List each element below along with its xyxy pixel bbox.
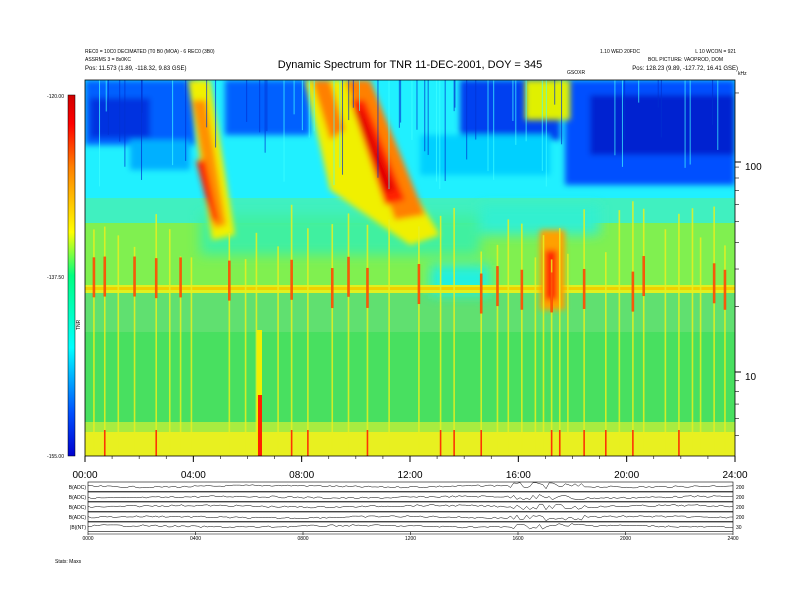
panel-x-tick-label: 0000 — [82, 536, 93, 542]
colorbar-tick-mid: -137.50 — [47, 275, 64, 281]
y-tick-100: 100 — [745, 162, 762, 173]
panel-trace — [87, 503, 734, 511]
x-axis: 00:00 04:00 08:00 12:00 16:00 20:00 24:00 — [72, 456, 748, 481]
colorbar-tick-top: -120.00 — [47, 94, 64, 100]
panel-label: |B|(NT) — [70, 525, 86, 531]
panel-label: B(ADC) — [69, 485, 87, 491]
left-side-label: TNR — [76, 319, 82, 330]
y-axis: 100 10 — [735, 92, 762, 436]
panel-right-label: 30 — [736, 525, 742, 531]
panel-label: B(ADC) — [69, 495, 87, 501]
x-tick-label: 00:00 — [72, 470, 97, 481]
panel-x-tick-label: 2000 — [620, 536, 631, 542]
panel-x-tick-label: 1200 — [405, 536, 416, 542]
header-right-line1b: L 10 WCON = 921 — [695, 49, 736, 55]
panel-frame — [87, 481, 734, 492]
header-left-line3: Pos: 11.573 (1.89, -118.32, 9.83 GSE) — [85, 66, 187, 72]
bottom-panels: B(ADC) 200 B(ADC) 200 B(ADC) 200 B(ADC) 200 |B|(… — [69, 481, 745, 542]
panel-x-tick-label: 2400 — [727, 536, 738, 542]
x-tick-label: 16:00 — [506, 470, 531, 481]
footer-label: Stats: Maxs — [55, 559, 82, 565]
x-tick-label: 24:00 — [722, 470, 747, 481]
panel-right-label: 200 — [736, 495, 745, 501]
panel-trace — [87, 494, 734, 501]
panel-x-tick-label: 0400 — [190, 536, 201, 542]
x-tick-label: 12:00 — [397, 470, 422, 481]
panel-x-tick-label: 1600 — [512, 536, 523, 542]
header-right-line1: 1.10 WED 20FDC — [600, 49, 640, 55]
header-left-line1: REC0 = 10C0 DECIMATED (T0 B0 (MOA) - 6 R… — [85, 49, 215, 55]
header-right-line3: Pos: 128.23 (9.89, -127.72, 16.41 GSE) — [632, 66, 738, 72]
chart-title: Dynamic Spectrum for TNR 11-DEC-2001, DO… — [278, 59, 542, 71]
panel-right-label: 200 — [736, 505, 745, 511]
panel-x-tick-label: 0800 — [297, 536, 308, 542]
center-marker: GSOXR — [567, 70, 585, 76]
panel-frame — [87, 521, 734, 532]
panel-trace — [87, 523, 734, 530]
header-right-line2: BOL PICTURE: VAOPROD, DOM — [648, 57, 723, 63]
panel-right-label: 200 — [736, 485, 745, 491]
header-left-line2: ASSRMS 3 = 8s0KC — [85, 57, 131, 63]
vertical-bursts — [92, 80, 727, 456]
x-tick-label: 20:00 — [614, 470, 639, 481]
spectrogram — [85, 80, 735, 456]
panel-right-label: 200 — [736, 515, 745, 521]
panel-frame — [87, 491, 734, 502]
panel-label: B(ADC) — [69, 515, 87, 521]
panel-label: B(ADC) — [69, 505, 87, 511]
unit-label: kHz — [738, 71, 747, 77]
y-tick-10: 10 — [745, 372, 757, 383]
panel-trace — [87, 482, 734, 490]
colorbar — [67, 94, 76, 457]
x-tick-label: 08:00 — [289, 470, 314, 481]
panel-trace — [87, 514, 733, 522]
colorbar-tick-bottom: -155.00 — [47, 454, 64, 460]
panel-frame — [87, 501, 734, 512]
x-tick-label: 04:00 — [181, 470, 206, 481]
